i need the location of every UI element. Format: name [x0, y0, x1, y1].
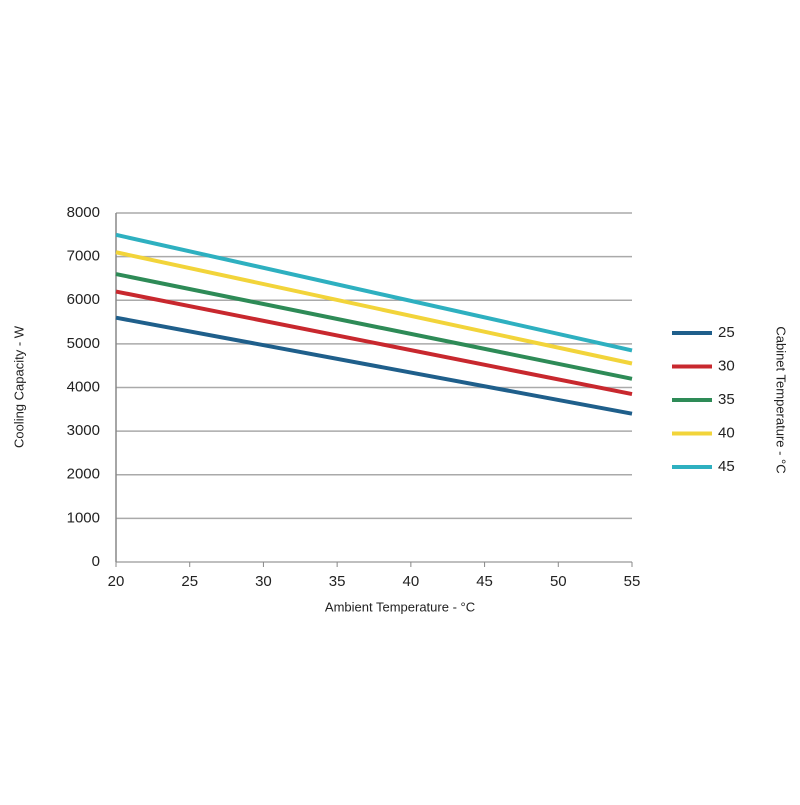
x-tick-label: 50	[550, 573, 567, 590]
x-tick-label: 25	[181, 573, 198, 590]
y-tick-label: 1000	[67, 509, 100, 526]
series-line	[115, 289, 633, 397]
y-axis-title: Cooling Capacity - W	[11, 325, 26, 448]
y-tick-label: 4000	[67, 378, 100, 395]
y-tick-label: 6000	[67, 291, 100, 308]
x-tick-label: 55	[624, 573, 641, 590]
y-tick-label: 0	[92, 553, 100, 570]
y-tick-label: 5000	[67, 335, 100, 352]
x-tick-label: 40	[403, 573, 420, 590]
x-axis-title: Ambient Temperature - °C	[325, 599, 475, 614]
x-tick-label: 20	[108, 573, 125, 590]
series-line	[115, 272, 633, 381]
legend-label: 35	[718, 391, 735, 408]
x-tick-label: 35	[329, 573, 346, 590]
y-tick-label: 3000	[67, 422, 100, 439]
legend-label: 45	[718, 458, 735, 475]
y-tick-label: 8000	[67, 204, 100, 221]
x-tick-label: 30	[255, 573, 272, 590]
y-tick-label: 7000	[67, 248, 100, 265]
legend-label: 25	[718, 324, 735, 341]
series-line	[115, 250, 633, 366]
legend-title: Cabinet Temperature - °C	[774, 326, 789, 473]
x-tick-label: 45	[476, 573, 493, 590]
series-line	[115, 315, 633, 416]
legend-label: 30	[718, 357, 735, 374]
legend-label: 40	[718, 424, 735, 441]
y-tick-label: 2000	[67, 466, 100, 483]
series-line	[115, 232, 633, 353]
